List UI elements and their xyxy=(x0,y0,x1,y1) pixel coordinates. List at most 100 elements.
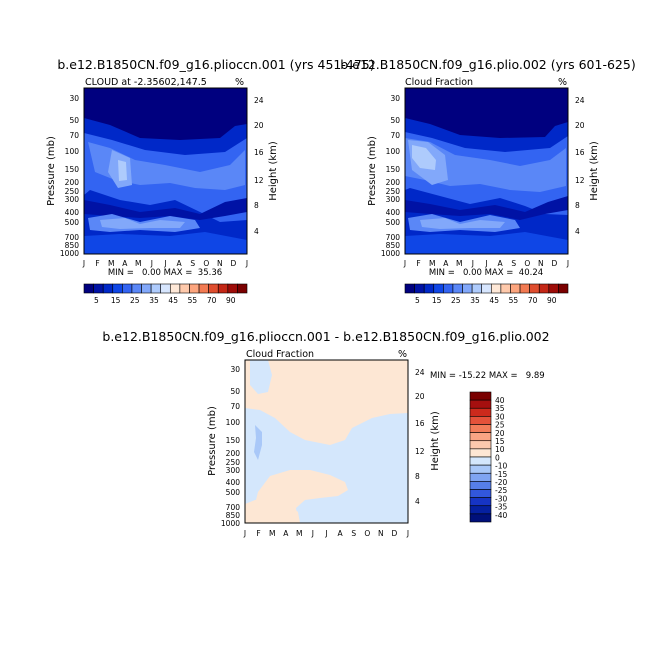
colorbar-swatch xyxy=(169,283,181,294)
colorbar-swatch xyxy=(510,283,521,294)
colorbar-label: 10 xyxy=(495,445,505,454)
y-tick-label: 150 xyxy=(226,436,241,445)
x-tick-label: A xyxy=(498,259,504,268)
colorbar-swatch xyxy=(102,283,114,294)
colorbar-swatch xyxy=(208,283,219,294)
colorbar-swatch xyxy=(227,283,238,294)
panel-3-region-negative-top xyxy=(250,360,272,394)
x-tick-label: S xyxy=(511,259,516,268)
y-tick-label: 400 xyxy=(65,208,80,217)
colorbar-swatch xyxy=(122,283,133,294)
colorbar-swatch xyxy=(150,283,162,294)
colorbar-label: 55 xyxy=(509,296,519,305)
y-tick-label: 1000 xyxy=(60,249,79,258)
y-tick-label: 400 xyxy=(386,208,401,217)
x-tick-label: J xyxy=(566,259,569,268)
panel-3-x-ticks: J F M A M J J A S O N D J xyxy=(243,529,409,538)
colorbar-label: 35 xyxy=(149,296,159,305)
y-tick-label: 700 xyxy=(65,233,80,242)
colorbar-swatch xyxy=(469,424,492,433)
colorbar-label: 90 xyxy=(226,296,236,305)
y-right-tick-label: 12 xyxy=(254,176,264,185)
panel-3-unit: % xyxy=(398,349,407,360)
colorbar-swatch xyxy=(558,283,569,294)
colorbar-swatch xyxy=(500,283,511,294)
y-right-tick-label: 16 xyxy=(254,148,264,157)
y-tick-label: 70 xyxy=(390,131,400,140)
y-right-tick-label: 24 xyxy=(415,368,425,377)
y-tick-label: 70 xyxy=(230,402,240,411)
y-tick-label: 250 xyxy=(386,187,401,196)
x-tick-label: S xyxy=(190,259,195,268)
colorbar-label: 35 xyxy=(470,296,480,305)
panel-1-band-6 xyxy=(84,198,247,220)
x-tick-label: O xyxy=(364,529,370,538)
x-tick-label: M xyxy=(429,259,435,268)
colorbar-label: 40 xyxy=(495,396,505,405)
y-right-tick-label: 8 xyxy=(254,201,259,210)
panel-1-y-ticks: 30 50 70 100 150 200 250 300 400 500 700… xyxy=(60,94,79,258)
y-tick-label: 200 xyxy=(386,178,401,187)
y-right-tick-label: 24 xyxy=(575,96,585,105)
y-right-tick-label: 16 xyxy=(415,419,425,428)
panel-3-title: b.e12.B1850CN.f09_g16.plioccn.001 - b.e1… xyxy=(102,329,549,344)
colorbar-swatch xyxy=(469,399,492,409)
colorbar-swatch xyxy=(189,283,200,294)
colorbar-label: 0 xyxy=(495,453,500,462)
colorbar-swatch xyxy=(179,283,190,294)
colorbar-swatch xyxy=(462,283,473,294)
colorbar-swatch xyxy=(469,505,492,515)
x-tick-label: M xyxy=(296,529,302,538)
colorbar-label: 55 xyxy=(188,296,198,305)
colorbar-swatch xyxy=(131,283,142,294)
colorbar-swatch xyxy=(469,432,492,442)
x-tick-label: J xyxy=(243,529,246,538)
y-tick-label: 200 xyxy=(65,178,80,187)
colorbar-swatch xyxy=(469,440,492,450)
x-tick-label: N xyxy=(217,259,223,268)
colorbar-swatch xyxy=(433,283,444,294)
colorbar-label: 35 xyxy=(495,404,505,413)
panel-1-ylabel-right: Height (km) xyxy=(268,141,279,201)
panel-2-stats: MIN = 0.00 MAX = 40.24 xyxy=(429,268,543,278)
colorbar-swatch xyxy=(469,481,492,490)
colorbar-swatch xyxy=(538,283,550,294)
panel-2-ylabel: Pressure (mb) xyxy=(367,136,378,206)
panel-1: b.e12.B1850CN.f09_g16.plioccn.001 (yrs 4… xyxy=(46,57,375,305)
panel-1-x-ticks: J F M A M J J A S O N D J xyxy=(82,259,248,268)
y-tick-label: 500 xyxy=(65,218,80,227)
colorbar-swatch xyxy=(469,472,492,482)
panel-3-y-right-ticks: 24 20 16 12 8 4 xyxy=(415,368,425,506)
panel-2-unit: % xyxy=(558,77,567,88)
panel-1-y-right-ticks: 24 20 16 12 8 4 xyxy=(254,96,264,236)
colorbar-swatch xyxy=(548,283,559,294)
colorbar-label: -20 xyxy=(495,478,507,487)
x-tick-label: A xyxy=(177,259,183,268)
y-right-tick-label: 4 xyxy=(254,227,259,236)
colorbar-swatch xyxy=(471,283,483,294)
y-right-tick-label: 24 xyxy=(254,96,264,105)
colorbar-label: 30 xyxy=(495,412,505,421)
colorbar-swatch xyxy=(469,464,492,474)
colorbar-label: 15 xyxy=(495,437,505,446)
panel-2-subtitle: Cloud Fraction xyxy=(405,77,473,88)
x-tick-label: J xyxy=(403,259,406,268)
y-tick-label: 30 xyxy=(230,365,240,374)
x-tick-label: S xyxy=(351,529,356,538)
panel-2-band-5 xyxy=(412,145,436,170)
colorbar-swatch xyxy=(83,283,94,294)
colorbar-swatch xyxy=(469,448,492,458)
colorbar-swatch xyxy=(443,283,454,294)
colorbar-swatch xyxy=(519,283,530,294)
y-tick-label: 50 xyxy=(390,116,400,125)
y-tick-label: 700 xyxy=(226,503,241,512)
x-tick-label: D xyxy=(231,259,237,268)
panel-1-ylabel: Pressure (mb) xyxy=(46,136,57,206)
y-tick-label: 850 xyxy=(226,511,241,520)
x-tick-label: M xyxy=(135,259,141,268)
colorbar-label: 25 xyxy=(130,296,140,305)
colorbar-label: -25 xyxy=(495,486,507,495)
panel-1-band-9 xyxy=(84,232,247,254)
y-tick-label: 300 xyxy=(386,195,401,204)
